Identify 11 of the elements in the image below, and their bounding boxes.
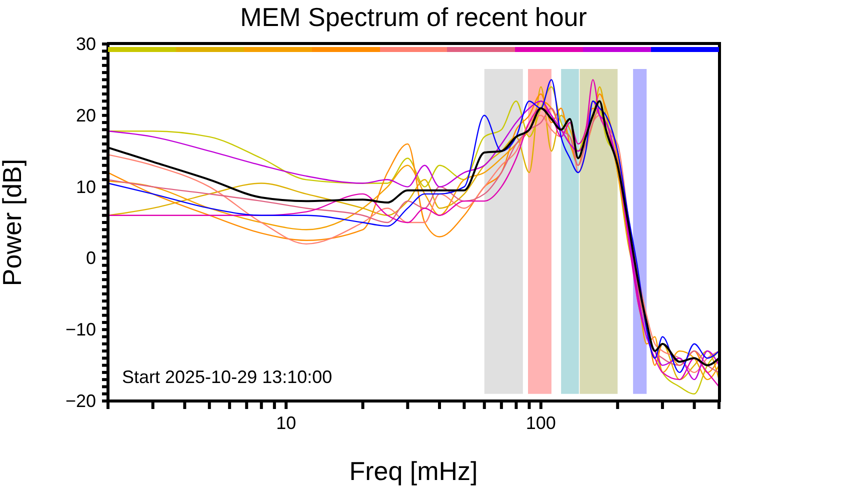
y-tick-label: 30 [76, 34, 96, 54]
y-tick-label: 0 [86, 248, 96, 268]
y-tick-label: −20 [65, 391, 96, 411]
y-tick-label: 10 [76, 176, 96, 197]
y-axis-title: Power [dB] [0, 158, 28, 286]
x-axis-title: Freq [mHz] [349, 456, 478, 486]
x-tick-label: 100 [526, 413, 556, 433]
annotation: Start 2025-10-29 13:10:00 [122, 367, 332, 388]
y-tick-label: −10 [65, 320, 96, 340]
chart-title: MEM Spectrum of recent hour [239, 2, 588, 33]
y-tick-label: 20 [76, 105, 96, 126]
